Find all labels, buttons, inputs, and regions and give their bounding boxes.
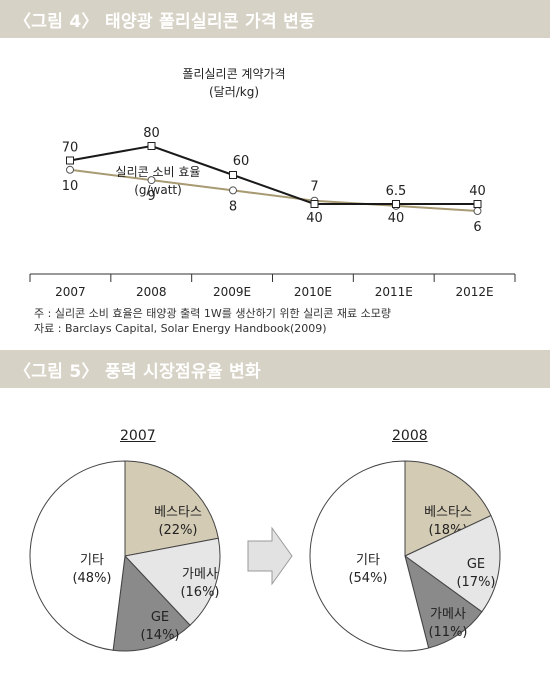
pie-slice: [404, 460, 492, 557]
pie-slice-label: GE: [467, 557, 485, 572]
x-tick-label: 2010E: [294, 285, 332, 299]
figure5-title: 〈그림 5〉 풍력 시장점유율 변화: [14, 362, 261, 382]
figure4-source: 자료 : Barclays Capital, Solar Energy Hand…: [34, 322, 327, 335]
price-data-label: 70: [62, 141, 79, 156]
efficiency-point: [229, 186, 237, 195]
transition-arrow: [247, 526, 293, 586]
pie-slice-percent: (16%): [180, 585, 219, 600]
pie-slice: [309, 460, 430, 652]
line-chart: 2007 2008 2009E 2010E 2011E 2012E 70 80 60 40 40 40…: [29, 66, 516, 299]
figure4-title: 〈그림 4〉 태양광 폴리실리콘 가격 변동: [14, 12, 315, 32]
price-point: [310, 200, 319, 208]
pie-slice-percent: (11%): [428, 625, 467, 640]
pie-slice-percent: (17%): [456, 575, 495, 590]
series-line-price: [69, 144, 478, 205]
x-tick-label: 2007: [55, 285, 86, 299]
pie-slice-label: 기타: [80, 553, 104, 568]
pie-slice: [29, 460, 126, 651]
efficiency-point: [66, 165, 74, 174]
pie-slice-label: 가메사: [182, 567, 218, 582]
arrow-shape: [247, 526, 293, 586]
figure4-note: 주 : 실리콘 소비 효율은 태양광 출력 1W를 생산하기 위한 실리콘 재료…: [34, 307, 392, 320]
figure5-header: 〈그림 5〉 풍력 시장점유율 변화: [0, 350, 550, 388]
pie-slice-label: 베스타스: [424, 505, 472, 520]
pie-2008-title: 2008: [392, 428, 428, 444]
price-data-label: 40: [306, 211, 323, 226]
efficiency-data-label: 6: [473, 220, 481, 235]
price-data-label: 40: [469, 184, 486, 199]
efficiency-series-unit: (g/watt): [134, 183, 182, 197]
price-data-label: 60: [233, 154, 250, 169]
figure4-panel: [0, 38, 550, 338]
pie-charts: 베스타스(22%)가메사(16%)GE(14%)기타(48%)베스타스(18%)…: [29, 460, 501, 652]
pie-slice: [124, 460, 219, 557]
price-series-unit: (달러/kg): [209, 85, 259, 99]
price-point: [473, 200, 482, 208]
efficiency-point: [147, 176, 156, 185]
price-series-label: 폴리실리콘 계약가격: [182, 66, 285, 81]
price-point: [392, 200, 400, 208]
x-tick-label: 2008: [136, 285, 167, 299]
x-tick-label: 2011E: [375, 285, 413, 299]
price-data-label: 40: [388, 211, 405, 226]
price-point: [147, 142, 156, 150]
pie-slice-label: 기타: [356, 553, 380, 568]
pie-slice-label: 베스타스: [154, 505, 202, 520]
price-point: [229, 171, 237, 179]
efficiency-data-label: 10: [62, 179, 79, 194]
x-tick-label: 2009E: [213, 285, 251, 299]
pie-slice: [124, 537, 221, 626]
efficiency-point: [473, 207, 482, 215]
pie-slice-label: 가메사: [430, 607, 466, 622]
pie-slice: [404, 514, 501, 613]
efficiency-data-label: 9: [147, 189, 155, 204]
pie-slice: [112, 554, 191, 652]
pie-slice-percent: (54%): [348, 571, 387, 586]
efficiency-data-label: 8: [229, 199, 237, 214]
pie-slice-percent: (14%): [140, 628, 179, 643]
price-data-label: 80: [143, 126, 160, 141]
efficiency-data-label: 6.5: [386, 184, 407, 199]
figure4-header: 〈그림 4〉 태양광 폴리실리콘 가격 변동: [0, 0, 550, 38]
pie-slice-percent: (22%): [158, 523, 197, 538]
pie-slice: [404, 554, 483, 649]
pie-slice-label: GE: [151, 610, 169, 625]
pie-2007-title: 2007: [120, 428, 156, 444]
series-line-efficiency: [69, 168, 478, 212]
pie-slice-percent: (48%): [72, 571, 111, 586]
price-point: [66, 156, 74, 165]
section-separator: [0, 338, 550, 350]
x-tick-label: 2012E: [456, 285, 494, 299]
efficiency-series-label: 실리콘 소비 효율: [116, 165, 201, 179]
efficiency-data-label: 7: [310, 180, 318, 195]
